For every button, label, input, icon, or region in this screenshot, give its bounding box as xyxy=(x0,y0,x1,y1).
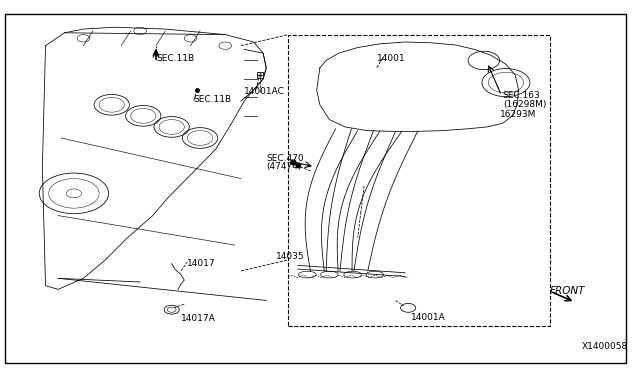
Circle shape xyxy=(164,305,179,314)
Text: SEC.11B: SEC.11B xyxy=(194,95,232,104)
Text: 14001: 14001 xyxy=(376,54,405,63)
Text: SEC.470: SEC.470 xyxy=(266,154,304,163)
Text: (47474): (47474) xyxy=(266,162,301,171)
Circle shape xyxy=(134,27,147,35)
Text: 16293M: 16293M xyxy=(500,109,536,119)
Text: 14001AC: 14001AC xyxy=(244,87,285,96)
Text: FRONT: FRONT xyxy=(550,286,586,296)
Text: SEC.163: SEC.163 xyxy=(503,91,541,100)
Text: SEC.11B: SEC.11B xyxy=(156,54,194,63)
Circle shape xyxy=(219,42,232,49)
Circle shape xyxy=(401,304,416,312)
Text: 14035: 14035 xyxy=(276,251,305,261)
Text: 14001A: 14001A xyxy=(412,312,446,321)
Bar xyxy=(289,35,550,326)
Circle shape xyxy=(184,35,197,42)
Text: X1400058: X1400058 xyxy=(582,342,628,351)
Circle shape xyxy=(77,35,90,42)
Text: (16298M): (16298M) xyxy=(503,100,546,109)
Text: 14017A: 14017A xyxy=(181,314,216,323)
Text: 14017: 14017 xyxy=(188,259,216,268)
Circle shape xyxy=(167,307,176,312)
